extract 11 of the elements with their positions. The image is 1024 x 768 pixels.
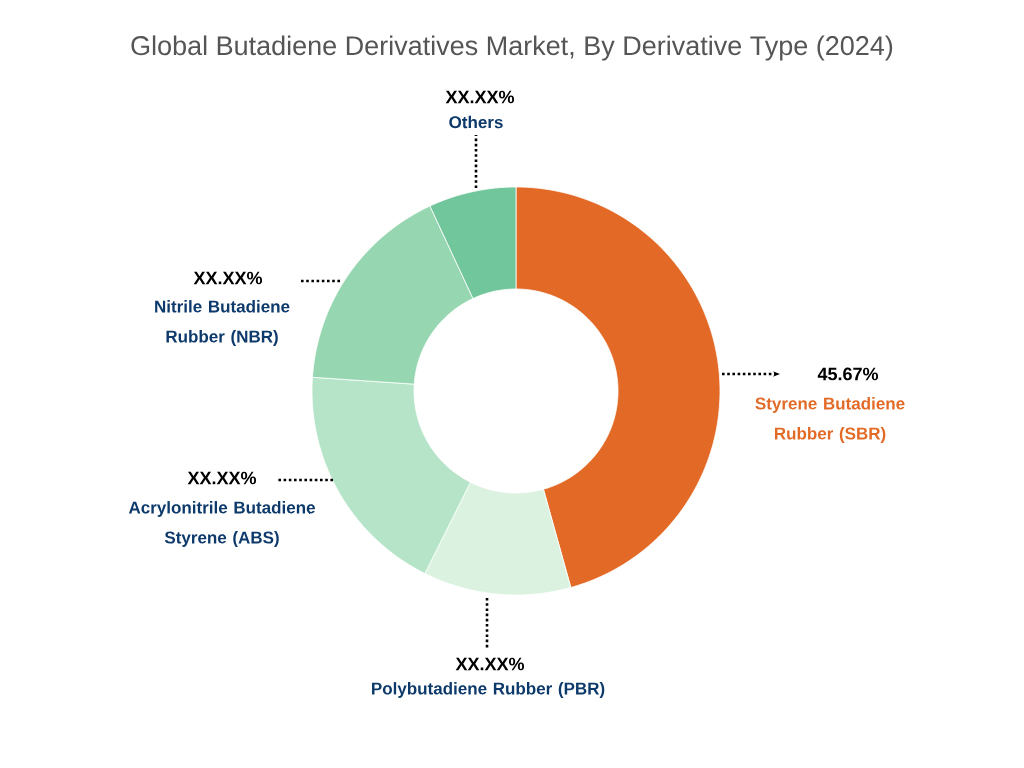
slice-label: Styrene Butadiene Rubber (SBR) bbox=[755, 397, 905, 443]
slice-label: Nitrile Butadiene Rubber (NBR) bbox=[155, 300, 290, 346]
data-label: XX.XX% bbox=[445, 90, 515, 104]
data-label: XX.XX% bbox=[455, 657, 525, 671]
data-label: XX.XX% bbox=[193, 271, 263, 285]
slice-label: Others bbox=[449, 115, 503, 129]
data-label: XX.XX% bbox=[187, 471, 257, 485]
slice-label: Acrylonitrile Butadiene Styrene (ABS) bbox=[128, 501, 315, 547]
slice-label: Polybutadiene Rubber (PBR) bbox=[372, 682, 605, 698]
chart-title: Global Butadiene Derivatives Market, By Derivative Type (2024) bbox=[131, 35, 893, 61]
data-label: 45.67% bbox=[817, 367, 879, 381]
